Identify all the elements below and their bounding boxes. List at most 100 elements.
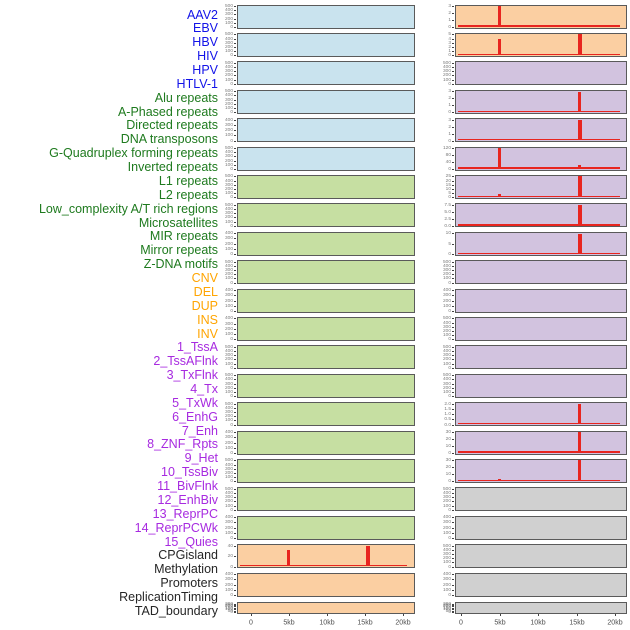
y-tick-label: 2 [448,95,451,101]
y-tick-label: 200 [224,498,233,504]
x-tick-label: 10kb [530,618,546,627]
y-tick-label: 100 [224,586,233,593]
y-tick-mark [233,420,236,422]
y-tick-mark [233,221,236,223]
y-tick-label: 200 [224,100,233,107]
y-tick-label: 2 [448,123,451,129]
y-tick-label: 300 [442,352,451,358]
y-tick-mark [452,467,454,469]
row-label-hpv: HPV [192,62,218,77]
y-tick-mark [233,112,236,114]
y-tick-label: 300 [442,68,451,74]
y-tick-mark [233,55,236,57]
row-label-l1-repeats: L1 repeats [158,173,218,188]
row-label-hbv: HBV [192,35,218,50]
red-spike [498,478,502,481]
y-tick-label: 0 [448,52,451,58]
y-tick-label: 400 [442,262,451,269]
y-tick-mark [452,112,454,114]
y-tick-label: 250 [442,602,451,608]
panel-right-row-5 [455,118,627,143]
red-spike [365,545,370,567]
y-tick-mark [452,549,454,551]
y-tick-mark [452,609,454,611]
y-tick-mark [452,140,454,142]
y-tick-mark [233,612,236,613]
y-tick-mark [233,532,236,534]
y-tick-label: 200 [224,297,233,303]
y-tick-mark [233,407,236,409]
y-tick-mark [233,383,236,385]
y-tick-label: 0 [448,251,451,257]
y-tick-mark [233,311,236,312]
y-tick-mark [452,126,454,128]
y-tick-label: 5.0 [444,208,451,215]
y-tick-label: 500 [442,59,451,66]
y-tick-mark [233,339,236,341]
y-tick-label: 500 [224,457,233,463]
row-label-tad-boundary: TAD_boundary [134,603,218,618]
y-tick-label: 400 [224,64,233,70]
y-tick-label: 500 [224,400,233,406]
y-tick-mark [233,47,236,48]
x-tick-label: 20kb [395,618,411,627]
y-tick-label: 50 [227,607,233,613]
panel-right-row-9 [455,231,627,256]
y-tick-label: 400 [442,546,451,553]
y-tick-mark [233,305,236,307]
y-tick-mark [233,468,236,470]
red-baseline [458,110,621,113]
y-tick-mark [233,119,236,121]
y-tick-mark [233,254,236,256]
y-tick-label: 2 [448,44,451,50]
y-tick-label: 400 [442,376,451,382]
y-tick-label: 100 [442,389,451,395]
y-tick-mark [233,108,236,109]
y-tick-label: 120 [442,145,451,151]
y-tick-mark [233,164,236,166]
y-tick-mark [452,419,454,421]
y-tick-label: 100 [224,360,233,366]
y-tick-mark [233,589,236,591]
panel-right-row-10 [455,260,627,285]
y-tick-mark [233,603,236,605]
y-tick-label: 300 [224,320,233,327]
y-tick-label: 0 [448,506,451,513]
y-tick-label: 0 [229,535,233,541]
y-tick-mark [233,278,236,280]
y-tick-label: 200 [224,439,233,445]
row-label-aav2: AAV2 [186,7,218,22]
y-tick-label: 300 [442,267,451,273]
y-tick-label: 5 [448,31,451,37]
y-tick-label: 100 [224,218,233,224]
y-tick-mark [452,278,454,280]
y-tick-label: 200 [442,555,451,561]
y-tick-label: 200 [224,356,233,362]
x-tick-label: 10kb [319,618,335,627]
y-tick-mark [233,14,236,16]
y-tick-label: 2 [448,10,451,16]
y-tick-mark [233,396,236,398]
row-label-promoters: Promoters [160,576,218,591]
x-tick-label: 15kb [569,618,585,627]
y-tick-mark [452,47,454,48]
y-tick-label: 200 [442,384,451,391]
row-label-hiv: HIV [197,49,218,64]
y-tick-mark [233,225,236,227]
panel-left-row-22 [236,602,415,614]
y-tick-label: 20 [445,177,451,183]
y-tick-mark [452,119,454,121]
y-tick-label: 400 [442,348,451,354]
panel-right-row-3 [455,61,627,86]
y-tick-mark [452,6,454,7]
y-tick-mark [233,62,236,64]
y-tick-label: 300 [442,323,451,330]
y-tick-label: 300 [442,519,451,525]
y-tick-label: 0 [448,609,451,615]
y-tick-label: 400 [224,116,233,122]
y-tick-mark [233,169,236,170]
row-label-2-tssaflnk: 2_TssAFlnk [153,354,218,369]
y-tick-mark [452,133,454,135]
panel-left-row-13 [236,345,415,370]
y-tick-label: 200 [224,186,233,192]
